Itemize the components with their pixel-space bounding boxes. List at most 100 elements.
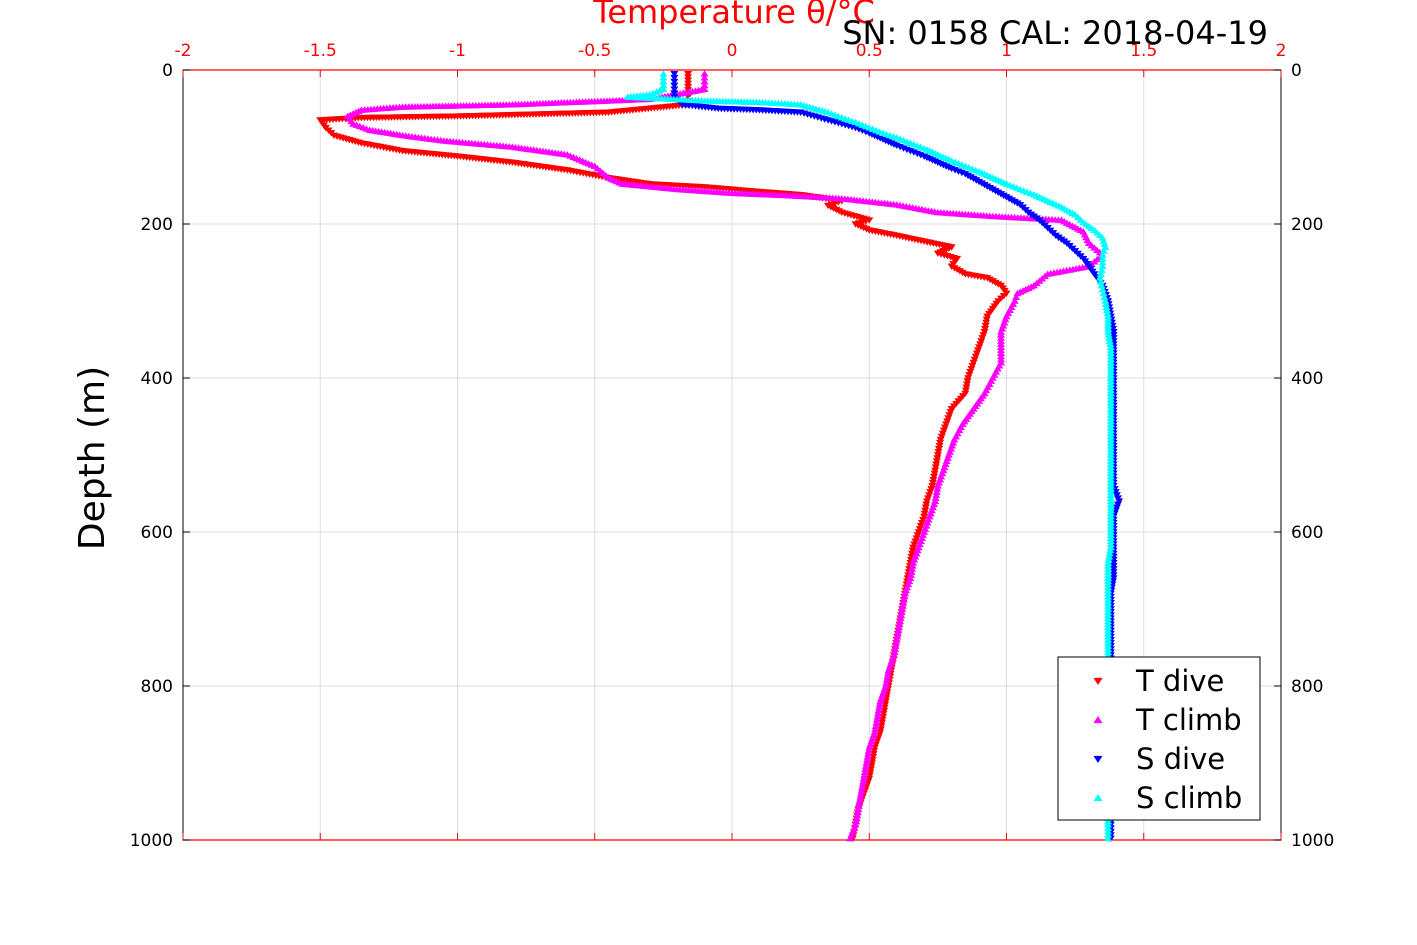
y-tick-label-right: 800: [1291, 677, 1323, 697]
data-point: [1096, 278, 1105, 285]
data-point: [853, 811, 862, 819]
data-point: [859, 777, 868, 785]
legend: T dive T climb S dive S climb: [1057, 656, 1261, 821]
data-point: [1106, 546, 1115, 554]
data-point: [659, 70, 668, 77]
legend-box: [1057, 656, 1261, 821]
data-point: [1100, 293, 1109, 300]
y-tick-label-left: 1000: [130, 831, 173, 851]
data-point: [893, 630, 902, 637]
data-point: [896, 614, 905, 622]
data-point: [860, 771, 869, 779]
series-t-dive: [316, 71, 1011, 843]
data-point: [1101, 243, 1110, 250]
data-point: [909, 559, 918, 566]
data-point: [932, 491, 941, 498]
data-point: [670, 82, 679, 89]
data-point: [1102, 306, 1111, 314]
data-point: [899, 596, 908, 603]
data-point: [684, 87, 693, 94]
data-point: [861, 762, 870, 769]
data-point: [1098, 251, 1107, 258]
data-point: [899, 599, 908, 606]
data-point: [900, 593, 909, 600]
data-point: [1104, 331, 1113, 338]
y-tick-label-left: 400: [141, 369, 173, 389]
data-point: [670, 90, 679, 97]
data-point: [872, 716, 881, 723]
data-point: [1099, 247, 1108, 254]
data-point: [1013, 289, 1022, 297]
data-point: [670, 74, 679, 82]
data-point: [864, 750, 873, 757]
data-point: [700, 74, 709, 81]
data-point: [684, 80, 693, 88]
data-point: [873, 713, 882, 720]
data-point: [932, 488, 941, 495]
data-point: [897, 608, 906, 615]
data-point: [1103, 309, 1112, 317]
y-tick-label-right: 0: [1291, 61, 1302, 81]
data-point: [883, 673, 892, 680]
data-point: [872, 719, 881, 726]
data-point: [1101, 300, 1110, 307]
data-point: [852, 814, 861, 822]
x-tick-label: 1.5: [1130, 41, 1157, 61]
data-point: [871, 722, 880, 729]
data-point: [659, 81, 668, 89]
data-point: [852, 817, 861, 825]
x-tick-label: -0.5: [578, 41, 611, 61]
data-point: [875, 703, 884, 711]
y-axis-label: Depth (m): [72, 366, 113, 550]
data-points: [316, 70, 1124, 843]
data-point: [892, 636, 901, 643]
data-point: [684, 83, 693, 91]
data-point: [882, 679, 891, 686]
x-tick-label: 0: [727, 41, 738, 61]
data-point: [1012, 293, 1021, 300]
data-point: [1106, 543, 1115, 551]
x-tick-label: -1.5: [304, 41, 337, 61]
data-point: [858, 780, 867, 788]
data-point: [1104, 834, 1113, 842]
data-point: [659, 77, 668, 85]
data-point: [895, 620, 904, 628]
data-point: [1098, 262, 1107, 270]
data-point: [1105, 553, 1114, 560]
data-point: [897, 611, 906, 618]
data-point: [864, 747, 873, 754]
data-point: [874, 710, 883, 717]
data-point: [1095, 274, 1104, 281]
data-point: [670, 71, 679, 78]
data-point: [846, 834, 855, 842]
data-point: [890, 648, 899, 655]
x-tick-label: 2: [1276, 41, 1287, 61]
legend-label: S climb: [1136, 781, 1242, 815]
data-point: [863, 756, 872, 763]
data-point: [700, 77, 709, 85]
data-point: [884, 667, 893, 674]
y-tick-label-right: 200: [1291, 215, 1323, 235]
data-point: [1098, 255, 1107, 262]
data-point: [862, 759, 871, 766]
data-point: [874, 707, 883, 714]
data-point: [875, 700, 884, 708]
legend-marker: [1093, 715, 1103, 724]
data-point: [908, 565, 917, 572]
data-point: [1099, 237, 1108, 244]
data-point: [1106, 340, 1115, 347]
data-point: [908, 562, 917, 569]
data-point: [894, 623, 903, 631]
data-point: [1104, 556, 1113, 563]
data-point: [684, 74, 693, 81]
data-point: [1100, 240, 1109, 247]
data-point: [1104, 827, 1113, 835]
data-point: [895, 617, 904, 625]
data-point: [684, 77, 693, 84]
data-point: [906, 571, 915, 578]
data-point: [1104, 831, 1113, 838]
data-point: [1105, 337, 1114, 344]
data-point: [898, 605, 907, 612]
data-point: [1104, 824, 1113, 831]
